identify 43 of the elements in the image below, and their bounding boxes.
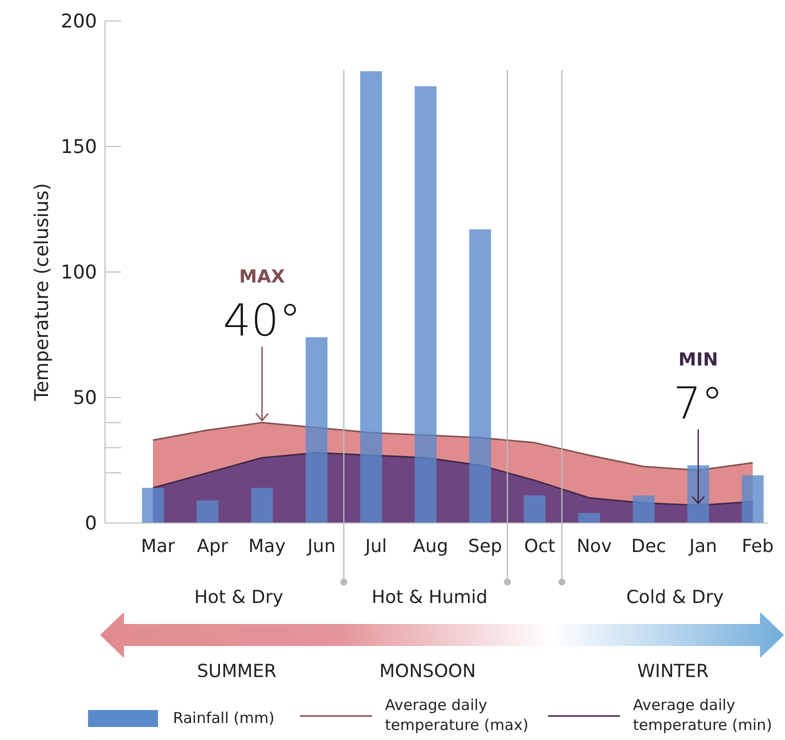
y-axis-title: Temperature (celusius) <box>31 183 53 402</box>
bar <box>414 86 436 523</box>
bar <box>142 488 164 523</box>
bar <box>578 512 600 523</box>
annotation: 7° <box>673 378 724 430</box>
legend-label: Rainfall (mm) <box>173 709 274 727</box>
x-tick-label: Jun <box>306 536 336 557</box>
bar <box>742 475 764 523</box>
bar <box>251 488 273 523</box>
bar <box>469 229 492 523</box>
x-tick-label: Oct <box>524 536 556 557</box>
bar <box>524 495 546 523</box>
annotation: MIN <box>678 349 718 370</box>
bar <box>306 337 328 523</box>
text: SUMMER <box>196 661 277 682</box>
legend-label: Average daily temperature (min) <box>633 696 772 734</box>
bar <box>632 495 655 523</box>
x-tick-label: Feb <box>742 536 774 557</box>
x-tick-label: Jan <box>688 536 718 557</box>
x-tick-label: Apr <box>196 536 229 557</box>
y-tick-label: 100 <box>60 262 97 284</box>
y-tick-label: 200 <box>60 10 97 33</box>
text: Hot & Humid <box>372 587 488 608</box>
x-tick-label: May <box>248 536 286 557</box>
text: Cold & Dry <box>626 587 724 608</box>
annotation: 40° <box>223 296 302 347</box>
x-tick-label: Nov <box>576 536 612 557</box>
annotation: MAX <box>239 266 285 288</box>
legend-label: Average daily temperature (max) <box>385 696 528 734</box>
bar <box>687 465 710 523</box>
x-tick-label: Sep <box>468 536 502 557</box>
x-tick-label: Jul <box>364 536 387 557</box>
text: WINTER <box>637 661 709 682</box>
x-tick-label: Mar <box>140 536 176 557</box>
bar <box>360 71 382 523</box>
y-tick-label: 0 <box>84 512 97 535</box>
x-tick-label: Aug <box>413 536 448 557</box>
text: MONSOON <box>379 661 476 682</box>
x-tick-label: Dec <box>631 536 666 557</box>
y-tick-label: 50 <box>72 387 97 410</box>
text: Hot & Dry <box>194 587 284 608</box>
y-tick-label: 150 <box>60 136 97 158</box>
bar <box>196 500 218 523</box>
